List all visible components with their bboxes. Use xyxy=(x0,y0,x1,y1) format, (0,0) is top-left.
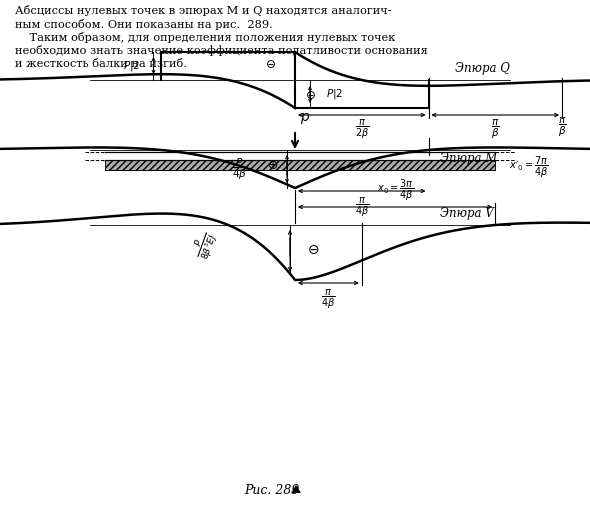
Text: ным способом. Они показаны на рис.  289.: ным способом. Они показаны на рис. 289. xyxy=(15,19,273,30)
Text: $p$: $p$ xyxy=(300,111,310,126)
Text: и жесткость балки на изгиб.: и жесткость балки на изгиб. xyxy=(15,59,187,69)
Text: Абсциссы нулевых точек в эпюрах M и Q находятся аналогич-: Абсциссы нулевых точек в эпюрах M и Q на… xyxy=(15,5,392,16)
Text: $\dfrac{\pi}{2\beta}$: $\dfrac{\pi}{2\beta}$ xyxy=(355,118,369,141)
Text: $\dfrac{\pi}{\beta}$: $\dfrac{\pi}{\beta}$ xyxy=(558,116,566,139)
Text: Эпюра Q: Эпюра Q xyxy=(455,62,510,75)
Text: Рис. 289: Рис. 289 xyxy=(244,484,300,497)
Text: $\dfrac{P}{8\beta^3EJ}$: $\dfrac{P}{8\beta^3EJ}$ xyxy=(189,228,221,262)
Text: необходимо знать значение коэффициента податливости основания: необходимо знать значение коэффициента п… xyxy=(15,45,428,57)
Text: $\ominus$: $\ominus$ xyxy=(264,58,276,71)
Text: $\dfrac{\pi}{4\beta}$: $\dfrac{\pi}{4\beta}$ xyxy=(355,196,369,219)
Text: $\ominus$: $\ominus$ xyxy=(307,243,319,257)
Text: Таким образом, для определения положения нулевых точек: Таким образом, для определения положения… xyxy=(15,32,395,43)
Text: $x_0=\dfrac{3\pi}{4\beta}$: $x_0=\dfrac{3\pi}{4\beta}$ xyxy=(376,178,414,203)
Text: $\dfrac{P}{4\beta}$: $\dfrac{P}{4\beta}$ xyxy=(232,157,248,181)
Text: $x'_0=\dfrac{7\pi}{4\beta}$: $x'_0=\dfrac{7\pi}{4\beta}$ xyxy=(509,155,549,180)
Polygon shape xyxy=(291,485,301,493)
Text: $P|2$: $P|2$ xyxy=(326,87,343,101)
Text: $P|2$: $P|2$ xyxy=(123,59,140,73)
Bar xyxy=(105,160,495,170)
Text: $\dfrac{\pi}{\beta}$: $\dfrac{\pi}{\beta}$ xyxy=(491,118,500,141)
Text: $\dfrac{\pi}{4\beta}$: $\dfrac{\pi}{4\beta}$ xyxy=(321,288,336,311)
Text: $\oplus$: $\oplus$ xyxy=(267,159,278,172)
Text: Эпюра М: Эпюра М xyxy=(440,152,497,165)
Text: Эпюра V: Эпюра V xyxy=(440,207,494,220)
Text: $\ominus$: $\ominus$ xyxy=(304,89,316,102)
